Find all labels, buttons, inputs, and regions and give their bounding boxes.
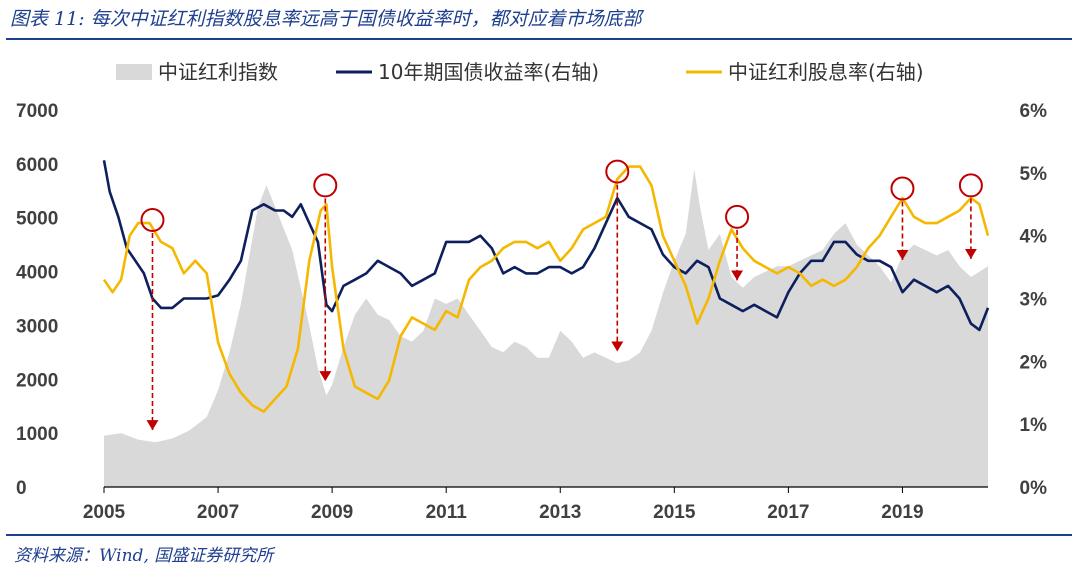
x-tick-label: 2013 — [539, 502, 581, 523]
y-right-tick-label: 3% — [1020, 290, 1048, 311]
figure-title: 图表 11: 每次中证红利指数股息率远高于国债收益率时，都对应着市场底部 — [10, 8, 642, 30]
y-left-tick-label: 2000 — [16, 370, 58, 391]
annotation-circle — [725, 204, 750, 229]
y-right-tick-label: 4% — [1020, 227, 1048, 248]
y-left-tick-label: 6000 — [16, 155, 58, 176]
series-area — [104, 169, 988, 487]
x-tick-label: 2015 — [653, 502, 696, 523]
y-left-tick-label: 5000 — [16, 209, 58, 230]
series-line — [102, 165, 990, 413]
title-rule — [6, 38, 1072, 40]
y-right-tick-label: 1% — [1020, 415, 1048, 436]
legend-label: 中证红利股息率(右轴) — [728, 60, 924, 84]
y-left-tick-label: 3000 — [16, 316, 58, 337]
series-line — [102, 160, 990, 332]
y-right-tick-label: 5% — [1020, 164, 1048, 185]
x-tick-label: 2011 — [426, 502, 468, 523]
y-right-tick-label: 0% — [1020, 478, 1048, 499]
source-rule — [6, 534, 1072, 536]
legend-label: 10年期国债收益率(右轴) — [378, 60, 599, 84]
axes-layer: 2005 2007 2009 2011 2013 2015 2017 2019 0 1000 200… — [16, 101, 1047, 523]
y-right-tick-label: 2% — [1020, 352, 1048, 373]
x-tick-label: 2017 — [767, 502, 809, 523]
y-left-tick-label: 7000 — [16, 101, 58, 122]
annotation-circle — [605, 159, 630, 184]
source-note: 资料来源：Wind, 国盛证券研究所 — [14, 546, 274, 566]
chart-legend: 中证红利指数 10年期国债收益率(右轴) 中证红利股息率(右轴) — [116, 60, 924, 84]
annotation-circle — [890, 176, 915, 201]
y-left-tick-label: 4000 — [16, 263, 58, 284]
legend-label: 中证红利指数 — [158, 60, 278, 84]
area-layer — [104, 169, 988, 487]
x-tick-label: 2007 — [197, 502, 239, 523]
annotation-circle — [140, 207, 165, 232]
annotation-circle — [958, 173, 983, 198]
x-tick-label: 2009 — [311, 502, 353, 523]
annotation-layer — [140, 159, 983, 431]
x-tick-label: 2005 — [83, 502, 126, 523]
annotation-circle — [313, 173, 338, 198]
legend-swatch — [116, 64, 152, 80]
y-left-tick-label: 1000 — [16, 424, 58, 445]
y-left-tick-label: 0 — [16, 478, 27, 499]
lines-layer — [102, 160, 990, 413]
x-tick-label: 2019 — [881, 502, 923, 523]
y-right-tick-label: 6% — [1020, 101, 1048, 122]
